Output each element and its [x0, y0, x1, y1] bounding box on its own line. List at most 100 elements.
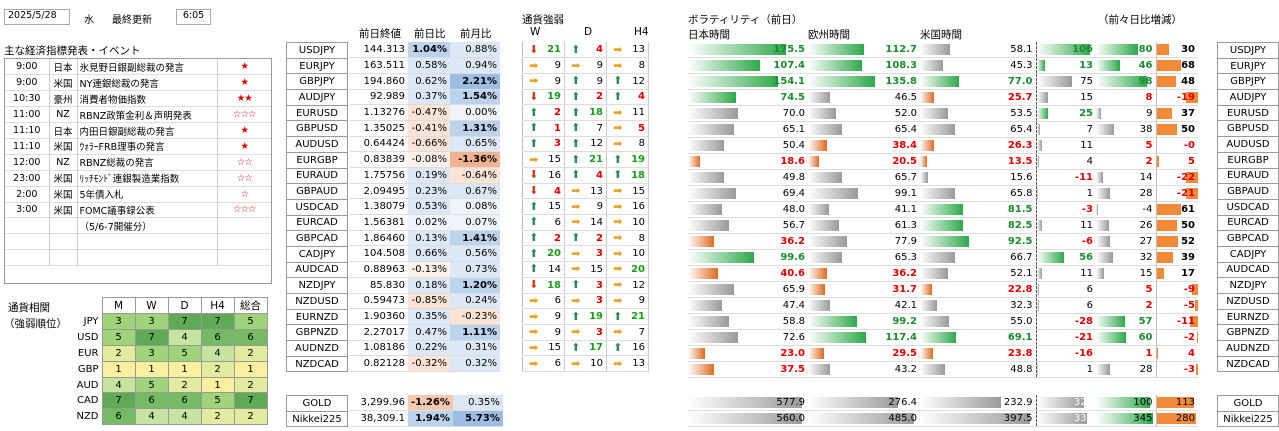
vol-bar [920, 124, 955, 136]
pair-name: EURJPY [286, 57, 348, 75]
vol-change-cell: 38 [1096, 121, 1156, 139]
vol-bar [808, 236, 848, 248]
prev-close: 92.989 [350, 89, 408, 106]
month-change: 0.08% [450, 198, 500, 216]
prev-close: 0.83839 [350, 151, 408, 168]
vol-bar [808, 76, 876, 88]
vol-change-cell: -11 [1155, 313, 1198, 331]
strength-row: ➡ 6 ➡ 10 ➡ 13 [522, 355, 649, 372]
quote-header-month: 前月比 [460, 28, 492, 40]
vol-change-cell: -16 [1035, 345, 1096, 363]
vol-value: 2 [1145, 300, 1153, 312]
event-name [77, 233, 218, 250]
strength-rank: 13 [628, 42, 649, 59]
quote-row: 194.860 0.62% 2.21% [350, 73, 500, 90]
day-change: 0.13% [408, 230, 450, 247]
vol-change-cell: 15 [1096, 265, 1156, 283]
vol-value: 65.9 [782, 284, 805, 296]
down-arrow-icon: ⬇ [522, 183, 545, 200]
event-importance: ★ [240, 77, 249, 89]
down-arrow-icon: ⬇ [522, 167, 545, 184]
pair-name-row: Nikkei225 [286, 410, 348, 428]
quote-row: 2.27017 0.47% 1.11% [350, 324, 500, 341]
vol-value: 66.7 [1010, 252, 1033, 264]
vol-bar [1185, 92, 1198, 104]
right-arrow-icon: ➡ [529, 325, 539, 339]
vol-bar [920, 348, 933, 360]
prev-close: 38,309.1 [350, 410, 408, 427]
right-pair-name-row: AUDUSD [1217, 136, 1279, 153]
month-change: 0.00% [450, 104, 500, 121]
month-change: 0.65% [450, 136, 500, 153]
vol-value: 154.1 [773, 76, 805, 88]
vol-change-cell: 2 [1096, 297, 1156, 315]
vol-bar [920, 268, 948, 280]
event-row: 12:00 NZ RBNZ総裁の発言 ☆☆ [5, 154, 271, 171]
vol-bar [688, 348, 705, 360]
pair-name-row: AUDUSD [286, 136, 348, 153]
down-arrow-icon: ⬇ [529, 278, 539, 292]
vol-value: 276.4 [888, 397, 917, 409]
right-arrow-icon: ➡ [606, 261, 629, 278]
vol-change-cell: 320 [1035, 395, 1096, 412]
quote-row: 1.38079 0.53% 0.08% [350, 198, 500, 216]
vol-value: 14 [1139, 172, 1153, 184]
right-pair-name: NZDUSD [1217, 293, 1279, 310]
correl-rank: 6 [167, 392, 202, 410]
correl-col-header: W [134, 297, 169, 314]
right-pair-name-row: EURCAD [1217, 214, 1279, 232]
up-arrow-icon: ⬆ [529, 136, 539, 150]
day-change: -0.08% [408, 151, 450, 168]
strength-rank: 15 [544, 340, 565, 357]
right-arrow-icon: ➡ [606, 136, 629, 153]
up-arrow-icon: ⬆ [564, 120, 587, 137]
strength-col-h4: H4 [634, 26, 649, 38]
vol-bar [1156, 44, 1169, 56]
vol-bar [688, 76, 778, 88]
vol-change-cell: 6 [1035, 281, 1096, 299]
pair-name-row: AUDJPY [286, 89, 348, 106]
vol-value: 65.4 [1010, 124, 1033, 136]
month-change: 0.07% [450, 214, 500, 231]
quote-extra-table: 3,299.96 -1.26% 0.35% 38,309.1 1.94% 5.73% [350, 395, 503, 427]
strength-rank: 1 [544, 120, 565, 137]
vol-row: 40.6 36.2 52.1 11 15 17 [688, 265, 1198, 283]
vol-value: 72.6 [782, 332, 805, 344]
vol-value: 13.5 [1007, 156, 1033, 168]
pair-name: EURAUD [286, 167, 348, 185]
vol-cell: 22.8 [920, 281, 1036, 299]
month-change: 0.94% [450, 57, 500, 74]
right-pair-name-row: AUDCAD [1217, 261, 1279, 279]
vol-change-cell: 100 [1096, 395, 1156, 412]
vol-value: 65.3 [894, 252, 917, 264]
quote-row: 1.13276 -0.47% 0.00% [350, 104, 500, 121]
vol-row: 49.8 65.7 15.6 -11 14 -22 [688, 169, 1198, 187]
right-arrow-icon: ➡ [564, 293, 587, 310]
vol-row: 56.7 61.3 82.5 11 26 50 [688, 217, 1198, 235]
vol-value: 22.8 [1007, 284, 1033, 296]
pair-name: Nikkei225 [286, 410, 348, 428]
pair-name-row: GBPAUD [286, 183, 348, 200]
vol-value: -11 [1074, 172, 1093, 184]
up-arrow-icon: ⬆ [522, 214, 545, 231]
vol-value: 108.3 [885, 60, 917, 72]
right-pair-name-row: CADJPY [1217, 245, 1279, 263]
vol-cell: 48.0 [688, 201, 808, 219]
vol-value: 330 [1073, 413, 1093, 425]
vol-value: 11 [1080, 220, 1093, 232]
vol-cell: 65.8 [920, 185, 1036, 203]
vol-value: 37.5 [780, 364, 805, 376]
vol-cell: 397.5 [920, 410, 1036, 428]
right-pair-name-row: GBPUSD [1217, 120, 1279, 138]
vol-col-us: 米国時間 [920, 29, 962, 41]
event-row: 3:00 米国 FOMC議事録公表 ☆☆☆ [5, 202, 271, 218]
vol-cell: 69.1 [920, 329, 1036, 347]
vol-value: 57 [1138, 316, 1153, 328]
vol-value: 77.0 [1007, 76, 1033, 88]
right-arrow-icon: ➡ [606, 183, 629, 200]
up-arrow-icon: ⬆ [529, 215, 539, 229]
strength-rank: 12 [628, 277, 649, 294]
right-arrow-icon: ➡ [564, 57, 587, 74]
vol-value: 7 [1086, 124, 1093, 136]
up-arrow-icon: ⬆ [571, 121, 581, 135]
